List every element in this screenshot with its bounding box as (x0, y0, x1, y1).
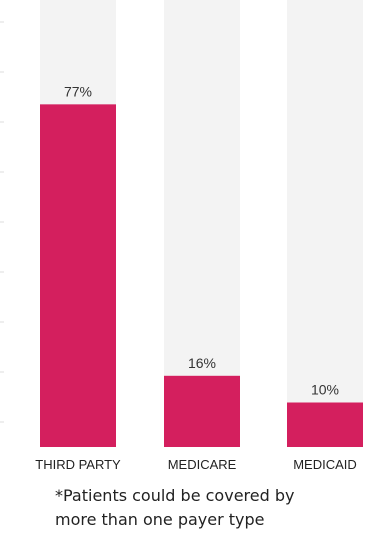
value-label-2: 10% (311, 382, 339, 398)
bars (40, 104, 363, 447)
bar-chart: 77% 16% 10% THIRD PARTY MEDICARE MEDICAID (0, 0, 363, 470)
bar-third-party (40, 104, 116, 447)
y-tick-marks (0, 21, 4, 423)
category-labels: THIRD PARTY MEDICARE MEDICAID (35, 457, 357, 470)
footnote: *Patients could be covered by more than … (55, 484, 375, 532)
bar-medicaid (287, 402, 363, 447)
category-label-0: THIRD PARTY (35, 457, 121, 470)
footnote-line-2: more than one payer type (55, 510, 265, 529)
bar-track-2 (287, 0, 363, 447)
value-label-1: 16% (188, 355, 216, 371)
value-label-0: 77% (64, 83, 92, 99)
bar-medicare (164, 375, 240, 447)
footnote-line-1: *Patients could be covered by (55, 486, 295, 505)
category-label-2: MEDICAID (293, 457, 357, 470)
bar-track-1 (164, 0, 240, 447)
value-labels: 77% 16% 10% (64, 83, 339, 397)
category-label-1: MEDICARE (168, 457, 237, 470)
